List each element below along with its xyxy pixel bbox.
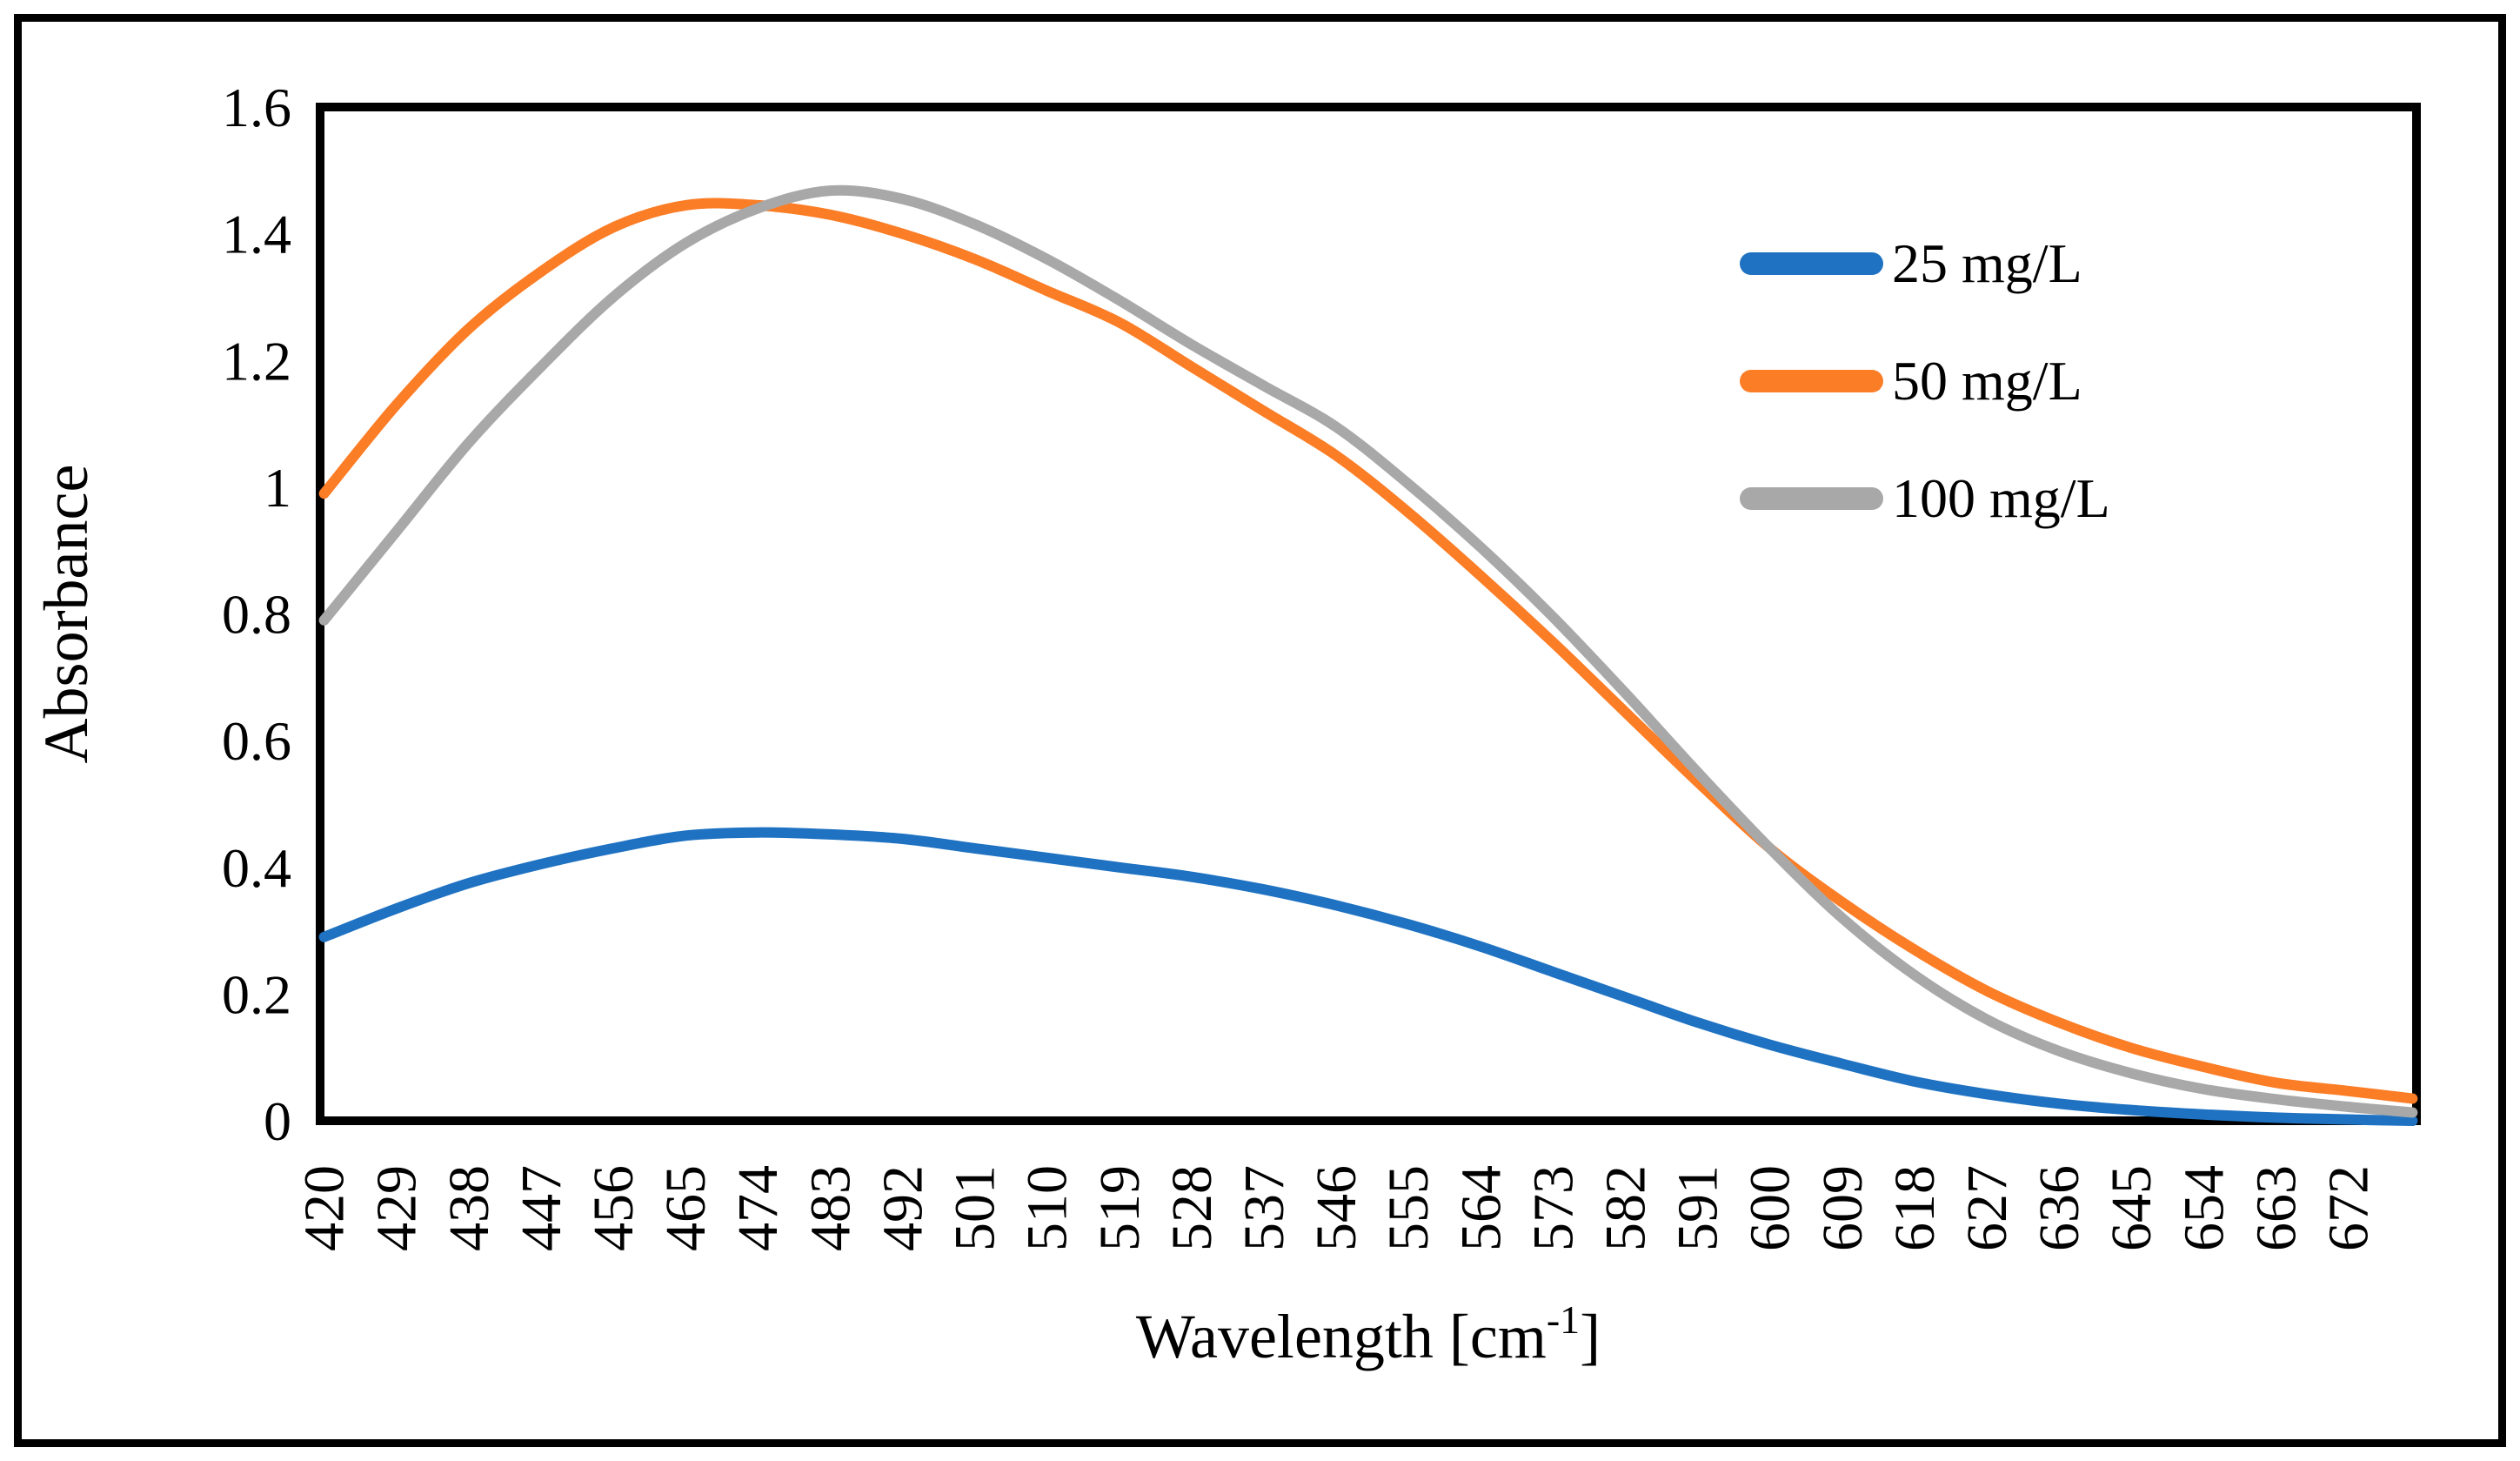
- x-tick-label: 528: [1160, 1165, 1224, 1251]
- x-tick-label: 456: [582, 1165, 645, 1251]
- x-tick-label: 663: [2244, 1165, 2308, 1251]
- x-tick-label: 474: [726, 1165, 790, 1251]
- x-tick-label: 654: [2172, 1165, 2236, 1251]
- x-tick-label: 600: [1739, 1165, 1802, 1251]
- legend-label-25mgl: 25 mg/L: [1892, 232, 2082, 294]
- x-tick-label: 510: [1016, 1165, 1080, 1251]
- x-tick-label: 573: [1521, 1165, 1585, 1251]
- x-tick-label: 564: [1449, 1165, 1513, 1251]
- legend-item-100mgl: 100 mg/L: [1740, 468, 2110, 529]
- x-tick-label: 582: [1594, 1165, 1657, 1251]
- x-tick-label: 492: [871, 1165, 934, 1251]
- y-tick-label: 1.6: [222, 77, 291, 138]
- y-axis-title: Absorbance: [31, 465, 101, 764]
- legend-swatch-25mgl: [1740, 252, 1883, 275]
- x-tick-label: 483: [799, 1165, 862, 1251]
- x-tick-label: 555: [1377, 1165, 1440, 1251]
- y-tick-label: 0.8: [222, 584, 291, 646]
- x-tick-label: 609: [1811, 1165, 1875, 1251]
- x-tick-label: 420: [293, 1165, 357, 1251]
- y-tick-label: 0.6: [222, 710, 291, 772]
- y-tick-label: 1: [264, 457, 291, 519]
- x-tick-label: 537: [1233, 1165, 1296, 1251]
- x-tick-label: 519: [1088, 1165, 1152, 1251]
- x-tick-label: 546: [1305, 1165, 1368, 1251]
- series-line-50-mg-l: [318, 198, 2418, 1104]
- chart-legend: 25 mg/L 50 mg/L 100 mg/L: [1740, 233, 2110, 586]
- y-tick-label: 0.2: [222, 963, 291, 1025]
- x-tick-label: 591: [1667, 1165, 1730, 1251]
- series-line-25-mg-l: [318, 827, 2418, 1126]
- x-tick-label: 672: [2317, 1165, 2381, 1251]
- y-tick-label: 0.4: [222, 837, 291, 899]
- x-axis-title: Wavelength [cm-1]: [1136, 1297, 1601, 1371]
- x-tick-label: 627: [1955, 1165, 2019, 1251]
- x-tick-label: 429: [365, 1165, 429, 1251]
- x-tick-label: 645: [2100, 1165, 2163, 1251]
- legend-swatch-50mgl: [1740, 370, 1883, 392]
- legend-label-50mgl: 50 mg/L: [1892, 350, 2082, 412]
- legend-item-50mgl: 50 mg/L: [1740, 351, 2110, 412]
- x-tick-label: 438: [438, 1165, 501, 1251]
- figure-border: [14, 14, 2506, 1447]
- x-tick-label: 618: [1883, 1165, 1947, 1251]
- y-tick-label: 1.2: [222, 330, 291, 392]
- x-tick-label: 636: [2028, 1165, 2091, 1251]
- legend-label-100mgl: 100 mg/L: [1892, 467, 2110, 529]
- x-tick-label: 501: [944, 1165, 1007, 1251]
- plot-area-border: [316, 103, 2421, 1125]
- legend-swatch-100mgl: [1740, 487, 1883, 510]
- x-tick-label: 465: [654, 1165, 718, 1251]
- legend-item-25mgl: 25 mg/L: [1740, 233, 2110, 294]
- y-tick-label: 1.4: [222, 204, 291, 265]
- y-tick-label: 0: [264, 1090, 291, 1152]
- series-line-100-mg-l: [318, 184, 2418, 1118]
- x-tick-label: 447: [510, 1165, 573, 1251]
